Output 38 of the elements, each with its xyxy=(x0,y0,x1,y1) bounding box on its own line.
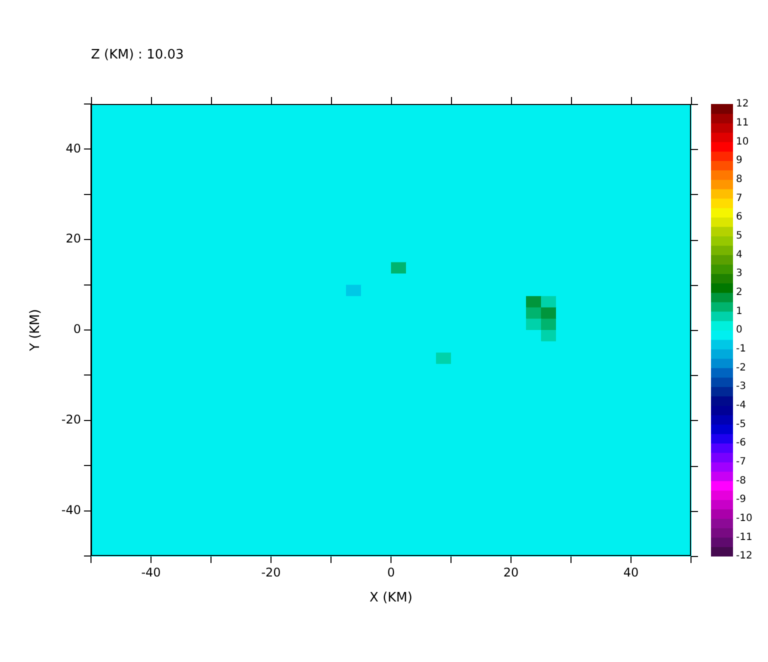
chart-title: Z (KM) : 10.03 xyxy=(91,47,184,62)
color-bar-label: -9 xyxy=(736,494,746,506)
color-bar-label: 12 xyxy=(736,98,749,110)
x-tick-label: 40 xyxy=(623,565,639,580)
color-bar-label: -11 xyxy=(736,532,752,543)
color-bar-label: -8 xyxy=(736,475,746,486)
x-tick-label: -20 xyxy=(261,565,281,580)
x-tick-label: -40 xyxy=(141,565,161,580)
x-axis-title: X (KM) xyxy=(370,590,412,606)
color-bar-label: -7 xyxy=(736,456,746,468)
color-bar-label: -5 xyxy=(736,418,746,430)
color-bar-label: 7 xyxy=(736,192,742,204)
x-tick-label: 20 xyxy=(503,565,519,580)
y-tick-label: 40 xyxy=(66,141,81,156)
color-bar-label: 1 xyxy=(736,306,742,317)
color-bar-label: 2 xyxy=(736,286,742,298)
color-bar-label: -3 xyxy=(736,381,746,392)
x-tick-label: 0 xyxy=(387,565,395,580)
color-bar-label: -2 xyxy=(736,362,746,374)
y-tick-label: 20 xyxy=(66,232,81,246)
color-bar-label: 10 xyxy=(736,136,749,148)
color-bar-label: 11 xyxy=(736,117,749,128)
color-bar-label: 3 xyxy=(736,268,742,280)
color-bar-label: -4 xyxy=(736,400,746,411)
color-bar-label: 6 xyxy=(736,212,742,223)
color-bar-label: 0 xyxy=(736,324,742,336)
color-bar-label: 5 xyxy=(736,230,742,242)
y-tick-label: -20 xyxy=(61,412,81,427)
color-bar-label: -1 xyxy=(736,343,746,354)
color-bar-label: -12 xyxy=(736,550,752,562)
color-bar-label: 9 xyxy=(736,155,742,166)
y-tick-label: -40 xyxy=(61,502,81,517)
color-bar-label: -6 xyxy=(736,438,746,449)
color-bar-label: -10 xyxy=(736,512,752,524)
y-axis-title: Y (KM) xyxy=(28,309,44,352)
color-bar-label: 4 xyxy=(736,249,742,260)
y-tick-label: 0 xyxy=(73,322,81,336)
color-bar-label: 8 xyxy=(736,174,742,185)
